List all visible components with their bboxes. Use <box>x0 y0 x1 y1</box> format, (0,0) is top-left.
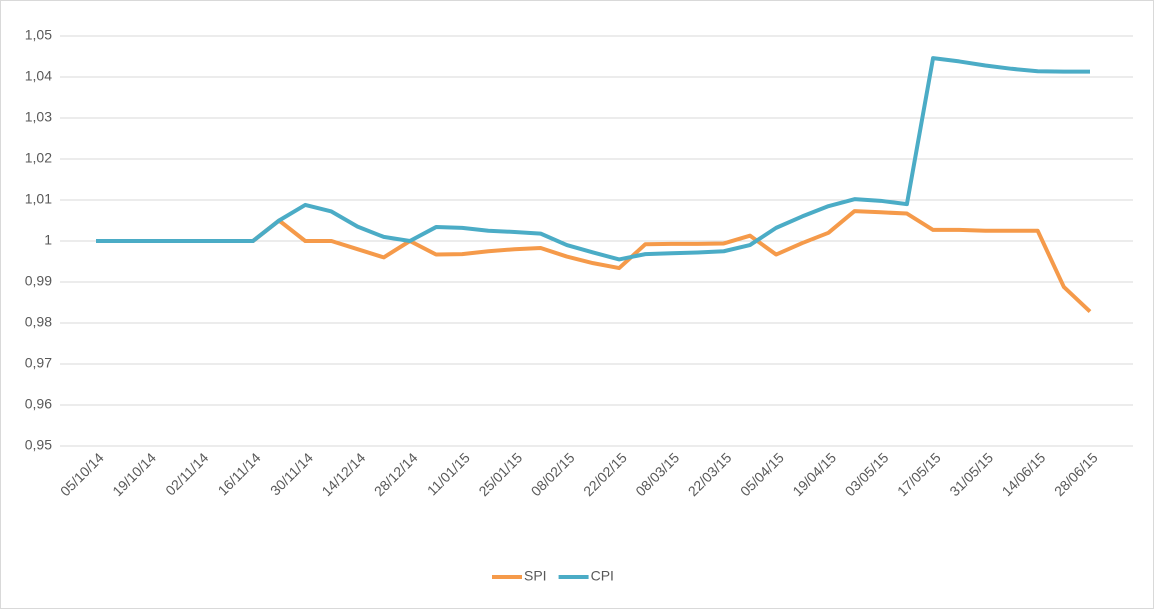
y-tick-label: 1,04 <box>25 68 52 84</box>
y-tick-label: 0,98 <box>25 314 52 330</box>
y-tick-label: 0,99 <box>25 273 52 289</box>
y-tick-label: 1,03 <box>25 109 52 125</box>
y-tick-label: 0,95 <box>25 437 52 453</box>
y-tick-label: 1,02 <box>25 150 52 166</box>
y-tick-label: 1,05 <box>25 27 52 43</box>
legend-label: CPI <box>591 568 614 584</box>
y-tick-label: 1 <box>44 232 52 248</box>
y-tick-label: 0,96 <box>25 396 52 412</box>
y-tick-label: 1,01 <box>25 191 52 207</box>
line <box>96 56 1090 262</box>
legend-label: SPI <box>524 568 547 584</box>
y-tick-label: 0,97 <box>25 355 52 371</box>
